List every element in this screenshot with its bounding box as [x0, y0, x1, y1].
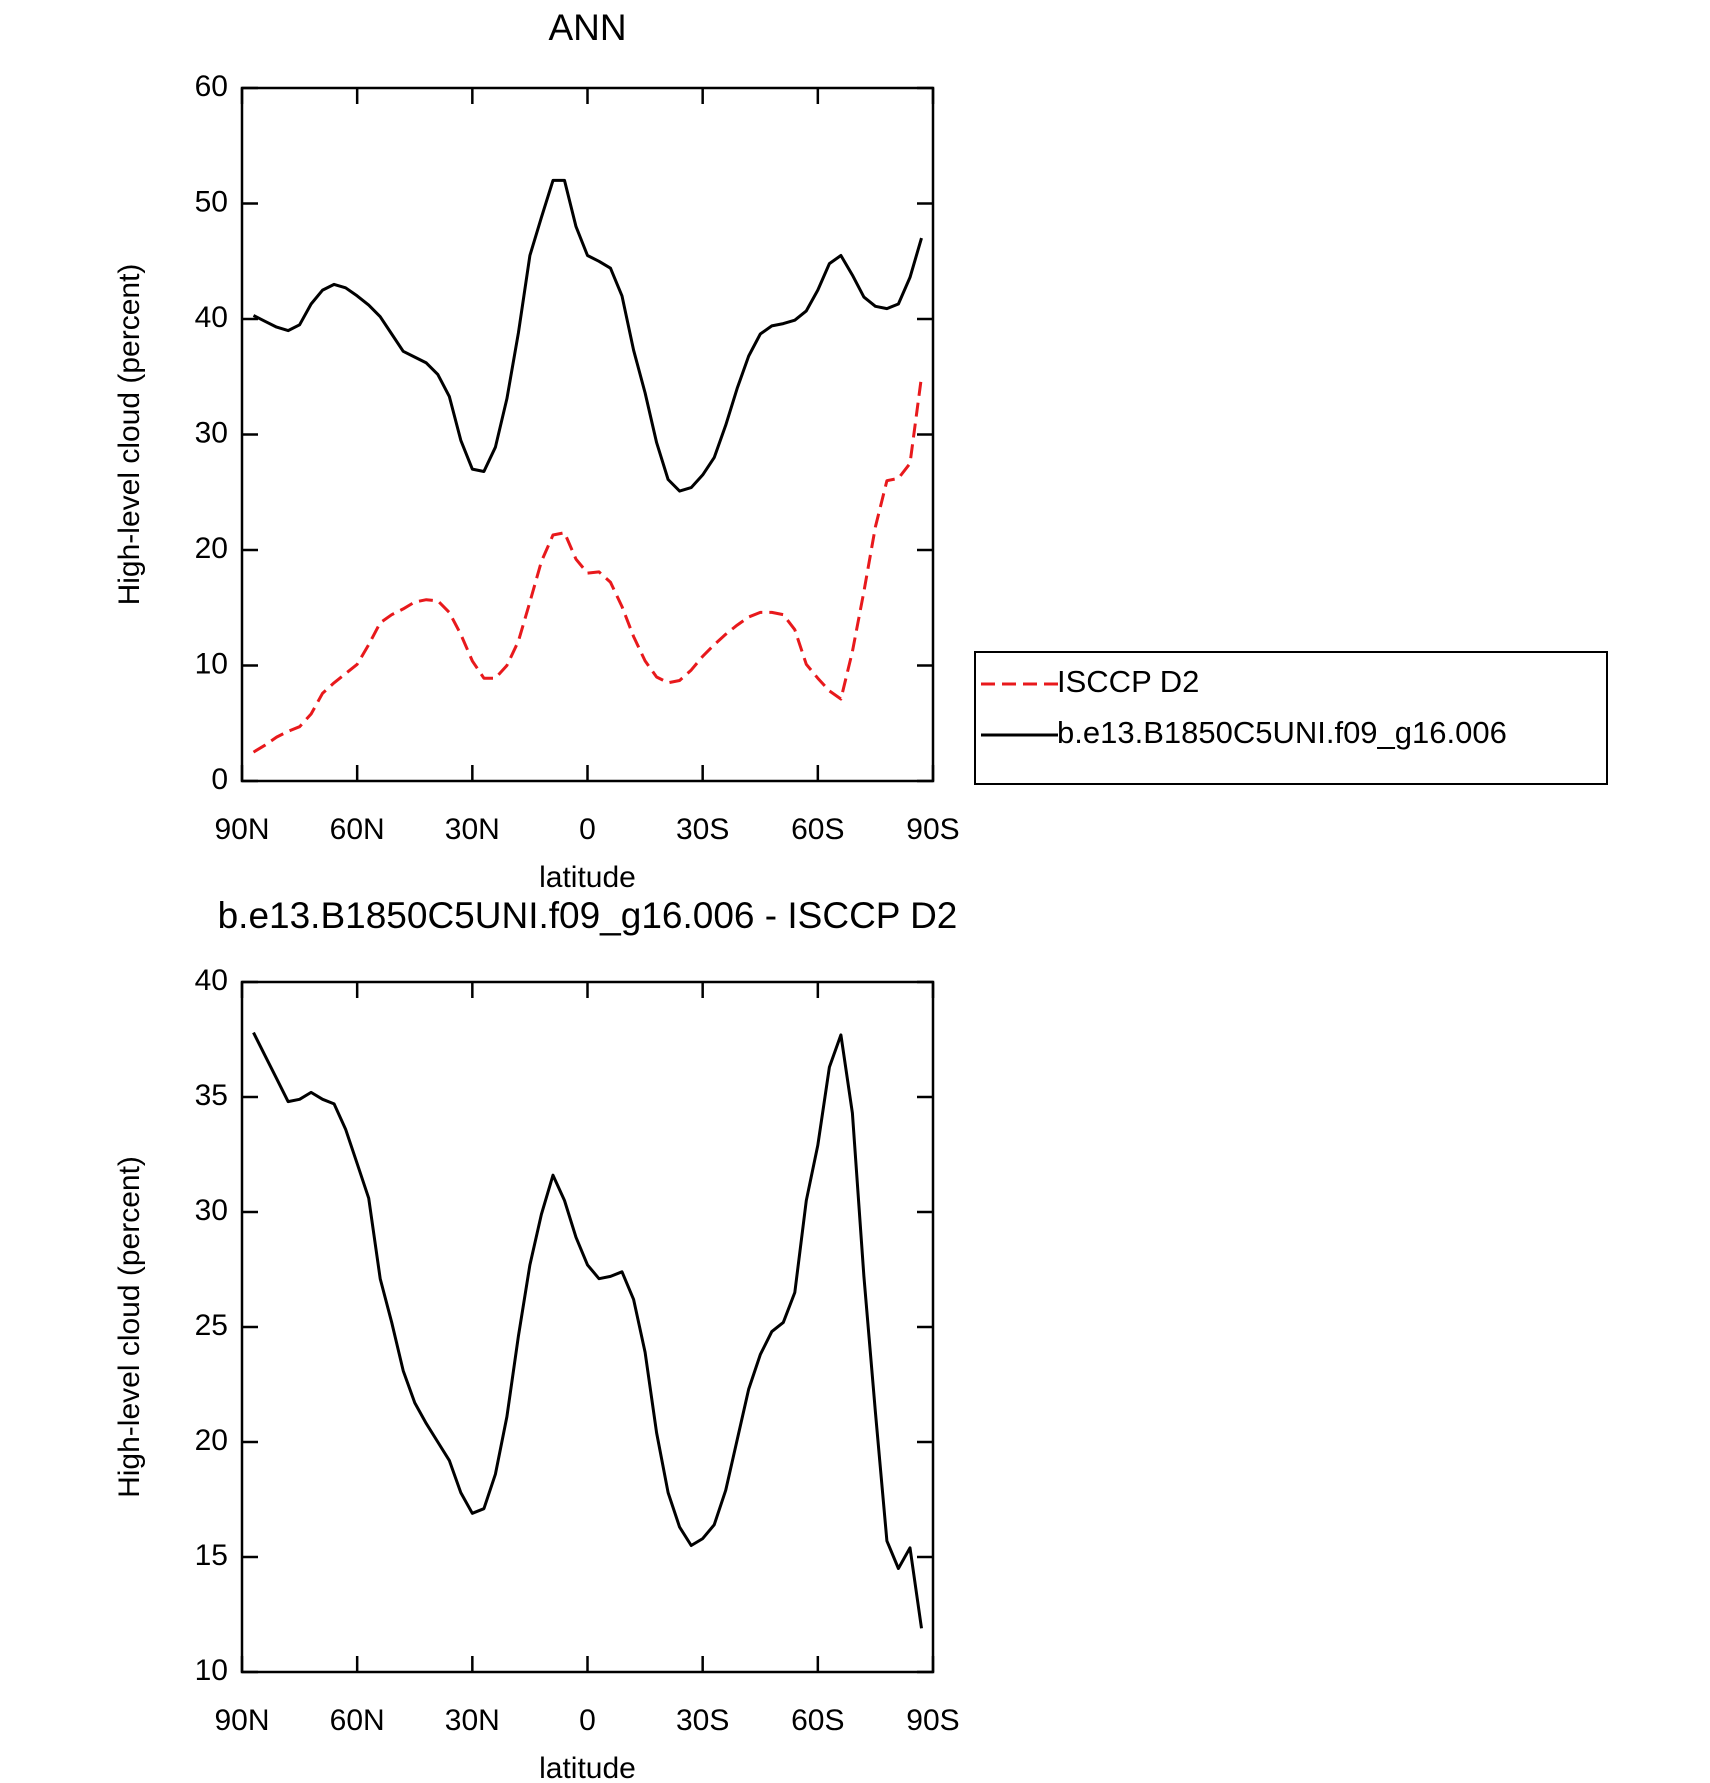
y-tick-label: 30: [195, 416, 228, 449]
chart: b.e13.B1850C5UNI.f09_g16.006 - ISCCP D2 l…: [113, 895, 960, 1783]
y-tick-label: 30: [195, 1194, 228, 1227]
legend-box: [974, 651, 1608, 785]
chart: ANN latitude High-level cloud (percent) 0 10…: [113, 7, 1608, 894]
y-tick-label: 40: [195, 301, 228, 334]
x-tick-label: 0: [579, 1704, 596, 1737]
data-line: [252, 376, 923, 754]
data-line: [252, 178, 923, 493]
x-axis-label: latitude: [539, 1752, 636, 1783]
x-tick-label: 90S: [906, 813, 959, 846]
y-tick-label: 20: [195, 532, 228, 565]
y-tick-label: 0: [211, 763, 228, 796]
x-tick-label: 30S: [676, 1704, 729, 1737]
y-axis-label: High-level cloud (percent): [113, 264, 146, 606]
y-tick-label: 10: [195, 1654, 228, 1687]
x-tick-label: 0: [579, 813, 596, 846]
x-tick-label: 60S: [791, 813, 844, 846]
plot-frame: [240, 980, 935, 1674]
x-tick-label: 30S: [676, 813, 729, 846]
x-tick-label: 90N: [214, 1704, 269, 1737]
x-tick-label: 60N: [330, 1704, 385, 1737]
x-tick-label: 60N: [330, 813, 385, 846]
y-tick-label: 35: [195, 1079, 228, 1112]
y-tick-label: 60: [195, 70, 228, 103]
x-tick-label: 30N: [445, 813, 500, 846]
chart-title: ANN: [548, 7, 626, 48]
x-axis-label: latitude: [539, 861, 636, 894]
y-tick-label: 25: [195, 1309, 228, 1342]
legend-label: ISCCP D2: [1057, 664, 1199, 699]
chart-title: b.e13.B1850C5UNI.f09_g16.006 - ISCCP D2: [218, 895, 958, 936]
legend-label: b.e13.B1850C5UNI.f09_g16.006: [1057, 715, 1507, 750]
x-tick-label: 30N: [445, 1704, 500, 1737]
x-tick-label: 90N: [214, 813, 269, 846]
x-tick-label: 90S: [906, 1704, 959, 1737]
y-tick-label: 40: [195, 964, 228, 997]
data-line: [252, 1031, 923, 1629]
y-tick-label: 50: [195, 185, 228, 218]
plot-frame: [240, 86, 935, 783]
legend: ISCCP D2 b.e13.B1850C5UNI.f09_g16.006: [974, 651, 1608, 785]
y-tick-label: 10: [195, 647, 228, 680]
x-tick-label: 60S: [791, 1704, 844, 1737]
y-tick-label: 15: [195, 1539, 228, 1572]
y-axis-label: High-level cloud (percent): [113, 1156, 146, 1498]
y-tick-label: 20: [195, 1424, 228, 1457]
